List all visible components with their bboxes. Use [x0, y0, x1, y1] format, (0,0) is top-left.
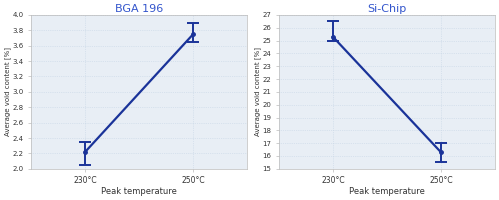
Y-axis label: Average void content [%]: Average void content [%]: [254, 47, 261, 136]
Title: Si-Chip: Si-Chip: [367, 4, 407, 14]
Y-axis label: Average void content [%]: Average void content [%]: [4, 47, 11, 136]
X-axis label: Peak temperature: Peak temperature: [101, 187, 177, 196]
X-axis label: Peak temperature: Peak temperature: [349, 187, 425, 196]
Title: BGA 196: BGA 196: [115, 4, 163, 14]
